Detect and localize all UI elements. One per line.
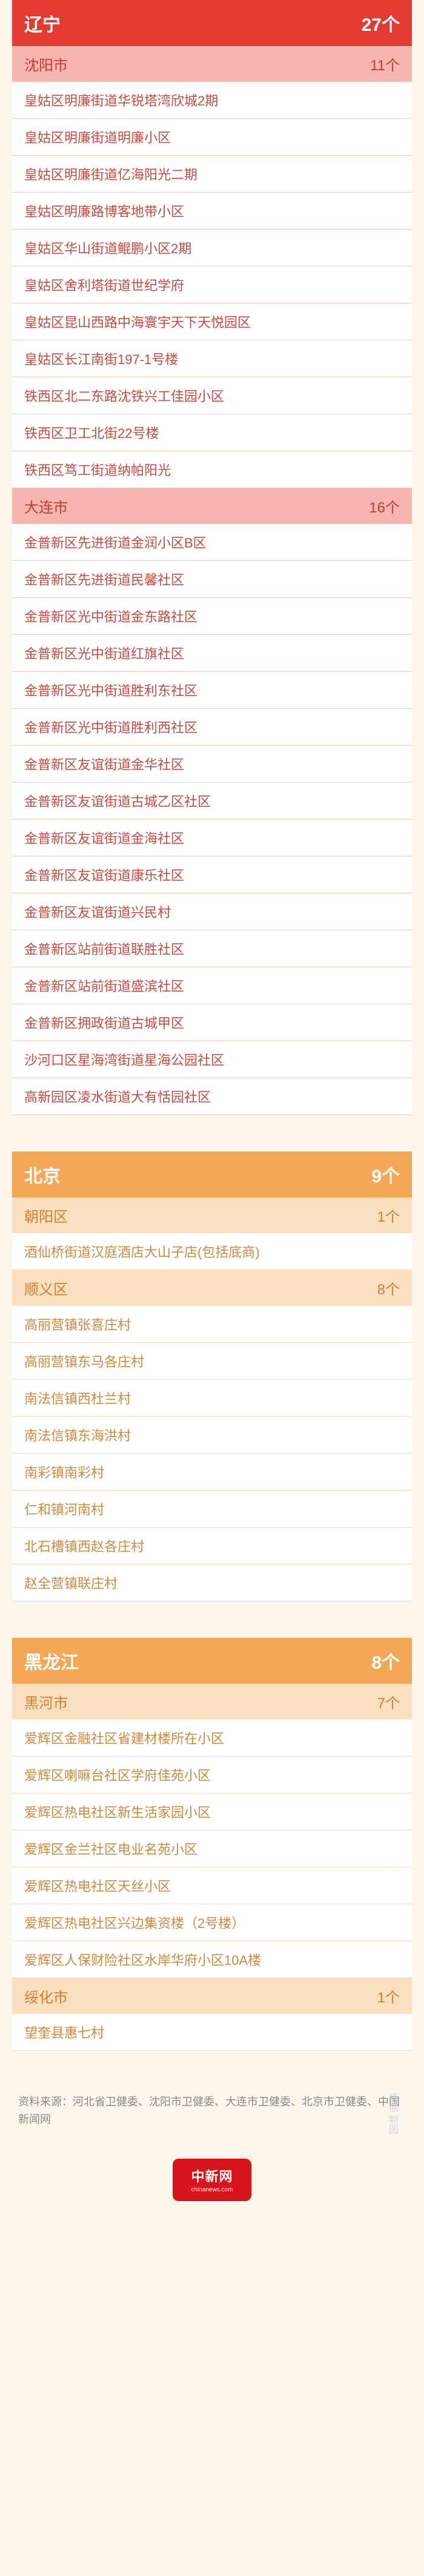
location-row: 金普新区光中街道胜利西社区 [12,709,412,746]
location-row: 金普新区友谊街道古城乙区社区 [12,783,412,819]
location-row: 金普新区友谊街道金华社区 [12,746,412,783]
stamp-text: 杨丽 制图 [384,2093,400,2134]
location-row: 南彩镇南彩村 [12,1454,412,1491]
location-row: 金普新区友谊街道金海社区 [12,819,412,856]
location-row: 皇姑区明廉路博客地带小区 [12,193,412,230]
location-row: 皇姑区明廉街道华锐塔湾欣城2期 [12,82,412,119]
location-row: 金普新区友谊街道兴民村 [12,893,412,930]
location-row: 皇姑区明廉街道亿海阳光二期 [12,156,412,193]
city-name: 大连市 [24,495,68,517]
province-header: 黑龙江 8个 [12,1638,412,1684]
city-count: 16个 [369,495,400,517]
province-block: 北京 9个朝阳区 1个酒仙桥街道汉庭酒店大山子店(包括底商) 顺义区 8个高丽营镇张喜庄… [0,1151,424,1601]
location-row: 皇姑区华山街道鲲鹏小区2期 [12,230,412,267]
location-row: 北石槽镇西赵各庄村 [12,1528,412,1564]
location-row: 皇姑区明廉街道明廉小区 [12,119,412,156]
logo: 中新网 chinanews.com [173,2159,251,2201]
location-row: 赵全营镇联庄村 [12,1564,412,1601]
location-row: 爱辉区热电社区兴边集资楼（2号楼） [12,1904,412,1941]
location-row: 金普新区先进街道金润小区B区 [12,524,412,561]
province-name: 黑龙江 [24,1647,79,1674]
province-block: 辽宁 27个沈阳市 11个皇姑区明廉街道华锐塔湾欣城2期皇姑区明廉街道明廉小区皇姑区… [0,0,424,1115]
location-row: 铁西区北二东路沈铁兴工佳园小区 [12,377,412,414]
location-row: 金普新区拥政街道古城甲区 [12,1004,412,1041]
province-header: 北京 9个 [12,1151,412,1197]
location-row: 望奎县惠七村 [12,2014,412,2051]
city-count: 7个 [377,1691,400,1712]
province-count: 27个 [362,10,400,36]
location-row: 南法信镇西杜兰村 [12,1380,412,1417]
province-block: 黑龙江 8个黑河市 7个爱辉区金融社区省建材楼所在小区爱辉区喇嘛台社区学府佳苑小区爱… [0,1638,424,2051]
logo-sub-text: chinanews.com [191,2187,233,2193]
city-count: 8个 [377,1277,400,1299]
city-header: 朝阳区 1个 [12,1197,412,1233]
city-count: 11个 [370,53,400,74]
city-name: 黑河市 [24,1691,68,1712]
city-header: 黑河市 7个 [12,1684,412,1720]
province-count: 8个 [371,1647,400,1674]
location-row: 皇姑区昆山西路中海寰宇天下天悦园区 [12,303,412,340]
location-row: 金普新区友谊街道康乐社区 [12,856,412,893]
location-row: 金普新区光中街道红旗社区 [12,635,412,672]
source-line: 资料来源：河北省卫健委、沈阳市卫健委、大连市卫健委、北京市卫健委、中国新闻网杨丽… [0,2087,424,2147]
location-row: 金普新区光中街道胜利东社区 [12,672,412,709]
city-count: 1个 [377,1205,400,1226]
location-row: 仁和镇河南村 [12,1491,412,1528]
location-row: 高丽营镇东马各庄村 [12,1343,412,1380]
province-name: 辽宁 [24,10,61,36]
footer: 中新网 chinanews.com [0,2147,424,2225]
location-row: 金普新区站前街道联胜社区 [12,930,412,967]
location-row: 爱辉区金兰社区电业名苑小区 [12,1830,412,1867]
location-row: 高新园区凌水街道大有恬园社区 [12,1078,412,1115]
location-row: 铁西区卫工北街22号楼 [12,414,412,451]
city-header: 沈阳市 11个 [12,46,412,82]
location-row: 金普新区先进街道民馨社区 [12,561,412,598]
province-header: 辽宁 27个 [12,0,412,46]
city-name: 绥化市 [24,1985,68,2007]
location-row: 爱辉区热电社区新生活家园小区 [12,1793,412,1830]
logo-main-text: 中新网 [191,2166,233,2185]
city-header: 大连市 16个 [12,488,412,524]
source-label: 资料来源： [18,2096,73,2108]
city-header: 绥化市 1个 [12,1978,412,2014]
city-name: 沈阳市 [24,53,68,74]
location-row: 铁西区笃工街道纳帕阳光 [12,451,412,488]
city-name: 顺义区 [24,1277,68,1299]
location-row: 爱辉区人保财险社区水岸华府小区10A楼 [12,1941,412,1978]
location-row: 爱辉区热电社区天丝小区 [12,1867,412,1904]
city-name: 朝阳区 [24,1205,68,1226]
city-header: 顺义区 8个 [12,1270,412,1306]
location-row: 爱辉区喇嘛台社区学府佳苑小区 [12,1757,412,1793]
location-row: 金普新区光中街道金东路社区 [12,598,412,635]
location-row: 金普新区站前街道盛滨社区 [12,967,412,1004]
province-count: 9个 [371,1161,400,1188]
city-count: 1个 [377,1985,400,2007]
location-row: 沙河口区星海湾街道星海公园社区 [12,1041,412,1078]
location-row: 南法信镇东海洪村 [12,1417,412,1454]
location-row: 酒仙桥街道汉庭酒店大山子店(包括底商) [12,1233,412,1270]
location-row: 皇姑区舍利塔街道世纪学府 [12,267,412,303]
province-name: 北京 [24,1161,61,1188]
location-row: 皇姑区长江南街197-1号楼 [12,340,412,377]
location-row: 爱辉区金融社区省建材楼所在小区 [12,1720,412,1757]
source-text: 河北省卫健委、沈阳市卫健委、大连市卫健委、北京市卫健委、中国新闻网 [18,2096,400,2125]
location-row: 高丽营镇张喜庄村 [12,1306,412,1343]
